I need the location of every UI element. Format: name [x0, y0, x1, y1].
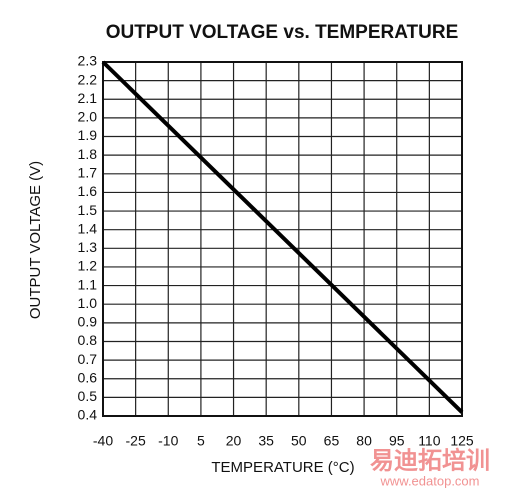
y-tick-label: 0.9 [78, 314, 98, 330]
y-tick-label: 0.5 [78, 388, 98, 404]
y-tick-label: 1.1 [78, 276, 98, 292]
x-tick-label: 35 [258, 433, 274, 449]
x-tick-label: -25 [126, 433, 146, 449]
y-tick-label: 2.0 [78, 109, 98, 125]
x-tick-label: -10 [158, 433, 178, 449]
plot-border [102, 61, 463, 417]
watermark-brand: 易迪拓培训 [370, 446, 490, 474]
y-tick-label: 1.0 [78, 295, 98, 311]
data-line [101, 60, 464, 414]
y-tick-label: 0.8 [78, 332, 98, 348]
watermark-url: www.edatop.com [380, 473, 480, 488]
y-tick-label: 1.2 [78, 258, 98, 274]
y-tick-label: 1.8 [78, 146, 98, 162]
y-tick-label: 1.9 [78, 127, 98, 143]
y-tick-label: 2.3 [78, 53, 98, 69]
x-tick-label: 80 [356, 433, 372, 449]
y-tick-label: 1.4 [78, 220, 98, 236]
y-tick-label: 0.7 [78, 351, 98, 367]
x-tick-label: 50 [291, 433, 307, 449]
y-tick-label: 1.7 [78, 164, 98, 180]
x-tick-label: 5 [197, 433, 205, 449]
chart-title: OUTPUT VOLTAGE vs. TEMPERATURE [106, 22, 459, 43]
y-tick-label: 0.6 [78, 369, 98, 385]
y-tick-label: 1.5 [78, 202, 98, 218]
x-tick-label: -40 [93, 433, 113, 449]
x-axis-title: TEMPERATURE (°C) [211, 459, 354, 476]
x-tick-label: 65 [324, 433, 340, 449]
y-tick-label: 1.6 [78, 183, 98, 199]
y-axis-title: OUTPUT VOLTAGE (V) [27, 161, 44, 319]
y-tick-label: 2.1 [78, 90, 98, 106]
x-tick-label: 125 [450, 433, 474, 449]
x-tick-label: 95 [389, 433, 405, 449]
x-tick-label: 20 [226, 433, 242, 449]
x-tick-label: 110 [418, 433, 441, 449]
y-tick-label: 0.4 [78, 407, 98, 423]
y-tick-label: 2.2 [78, 71, 98, 87]
y-tick-label: 1.3 [78, 239, 98, 255]
